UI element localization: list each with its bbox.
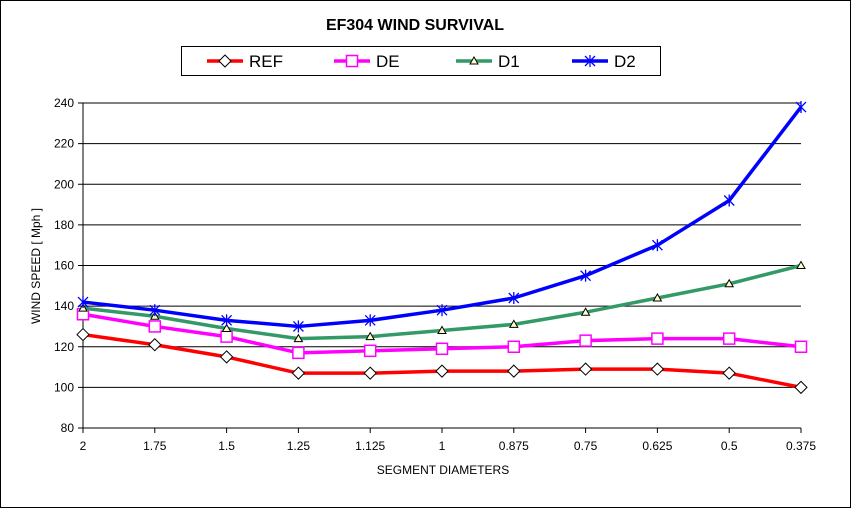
legend-item-de: DE — [334, 52, 400, 71]
y-tick-label: 80 — [61, 421, 75, 435]
data-point-star — [723, 194, 735, 207]
data-point-star — [364, 314, 376, 327]
data-point-square — [722, 332, 736, 345]
data-point-star — [795, 101, 807, 114]
data-point-diamond — [794, 380, 808, 395]
x-tick-label: 1.125 — [355, 439, 385, 453]
x-tick-label: 1 — [439, 439, 446, 453]
series-de — [76, 308, 808, 360]
chart-title: EF304 WIND SURVIVAL — [326, 17, 504, 34]
data-point-star — [584, 55, 596, 67]
x-tick-label: 1.5 — [218, 439, 235, 453]
data-point-square — [148, 320, 162, 333]
data-point-square — [579, 334, 592, 347]
data-point-square — [435, 342, 449, 356]
data-point-star — [651, 239, 663, 252]
y-tick-label: 240 — [54, 96, 74, 110]
data-point-star — [508, 292, 520, 304]
data-point-square — [363, 344, 377, 358]
data-point-star — [580, 269, 592, 282]
data-point-star — [149, 304, 161, 317]
y-tick-label: 160 — [54, 259, 74, 273]
series-d2 — [77, 101, 807, 333]
data-point-diamond — [650, 362, 665, 376]
data-point-triangle — [221, 323, 232, 332]
data-point-triangle — [724, 278, 735, 288]
legend-label: D2 — [614, 52, 636, 71]
x-tick-labels: 2 1.75 1.5 1.25 1.125 1 0.875 0.75 0.625 0.5 0.375 — [80, 439, 817, 453]
legend-item-d1: D1 — [456, 52, 520, 71]
data-point-diamond — [507, 364, 521, 378]
data-point-triangle — [437, 325, 447, 334]
y-tick-label: 100 — [54, 380, 74, 394]
x-tick-label: 1.75 — [143, 439, 167, 453]
legend-label: D1 — [498, 52, 520, 71]
data-point-triangle — [508, 319, 519, 328]
gridlines — [83, 102, 801, 388]
data-point-star — [77, 296, 89, 309]
data-point-square — [651, 332, 664, 345]
y-axis-label: WIND SPEED [ Mph ] — [29, 208, 43, 324]
data-point-diamond — [148, 338, 162, 352]
data-point-diamond — [76, 327, 90, 342]
data-point-square — [794, 340, 808, 353]
x-tick-label: 0.75 — [574, 439, 598, 453]
data-point-diamond — [218, 54, 232, 68]
data-point-diamond — [578, 362, 593, 376]
data-point-diamond — [291, 366, 306, 380]
x-axis-label: SEGMENT DIAMETERS — [377, 463, 509, 477]
data-point-diamond — [722, 366, 736, 380]
data-point-triangle — [293, 333, 304, 343]
data-point-star — [436, 304, 448, 317]
legend-label: REF — [249, 52, 283, 71]
data-point-square — [220, 330, 233, 343]
data-point-triangle — [580, 307, 591, 316]
x-tick-label: 2 — [80, 439, 87, 453]
data-point-triangle — [796, 260, 806, 269]
y-tick-label: 180 — [54, 218, 74, 232]
data-point-diamond — [363, 366, 377, 380]
data-point-triangle — [469, 55, 479, 65]
y-tick-label: 120 — [54, 340, 74, 354]
data-point-diamond — [435, 364, 449, 378]
x-tick-label: 0.375 — [786, 439, 816, 453]
x-tick-label: 0.875 — [499, 439, 529, 453]
data-point-star — [292, 320, 304, 333]
data-point-diamond — [219, 350, 234, 364]
series-group — [76, 101, 808, 395]
series-ref — [76, 327, 808, 395]
y-tick-label: 140 — [54, 299, 74, 313]
data-point-triangle — [652, 292, 663, 302]
y-tick-label: 200 — [54, 177, 74, 191]
data-point-square — [507, 340, 521, 353]
x-tick-label: 0.625 — [642, 439, 672, 453]
legend-label: DE — [376, 52, 400, 71]
data-point-square — [292, 346, 305, 360]
data-point-square — [345, 54, 359, 68]
y-tick-label: 220 — [54, 137, 74, 151]
series-d1 — [78, 260, 806, 343]
data-point-star — [221, 314, 233, 327]
x-tick-label: 1.25 — [287, 439, 311, 453]
legend-item-ref: REF — [207, 52, 283, 71]
legend-item-d2: D2 — [572, 52, 636, 71]
x-tick-label: 0.5 — [721, 439, 738, 453]
axes — [78, 102, 802, 433]
y-tick-labels: 80 100 120 140 160 180 200 220 240 — [54, 96, 74, 435]
legend: REF DE D1 D2 — [181, 46, 661, 76]
data-point-triangle — [365, 331, 376, 341]
